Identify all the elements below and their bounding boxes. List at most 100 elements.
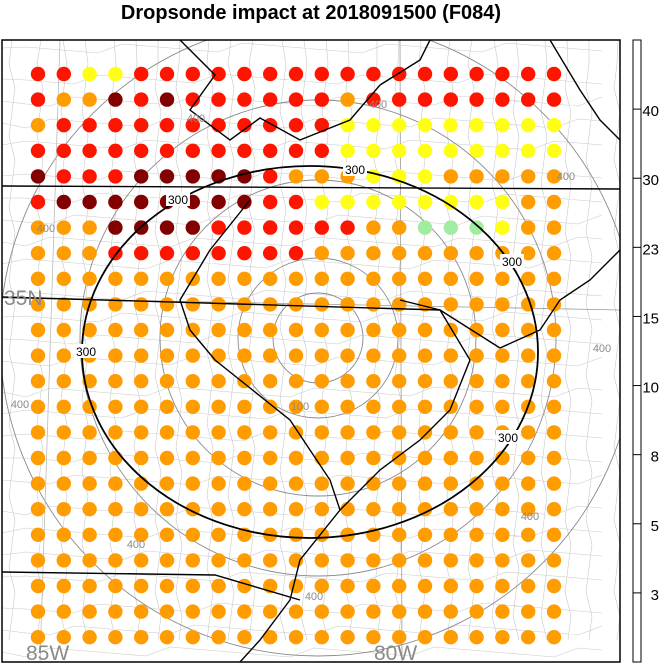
impact-dot — [495, 348, 510, 363]
impact-dot — [56, 220, 71, 235]
impact-dot — [495, 630, 510, 645]
impact-dot — [237, 322, 252, 338]
impact-dot — [495, 271, 510, 286]
impact-dot — [56, 425, 71, 440]
impact-dot — [108, 502, 123, 517]
impact-dot — [30, 476, 46, 491]
impact-dot — [237, 399, 252, 414]
impact-dot — [159, 604, 175, 619]
impact-dot — [392, 220, 407, 235]
impact-dot — [340, 425, 355, 440]
impact-dot — [417, 246, 433, 261]
impact-dot — [546, 220, 562, 235]
impact-dot — [546, 118, 562, 133]
impact-dot — [521, 476, 536, 491]
impact-dot — [134, 604, 149, 619]
impact-dot — [443, 194, 458, 210]
impact-dot — [56, 169, 71, 184]
impact-dot — [392, 118, 407, 133]
impact-dot — [521, 374, 536, 389]
impact-dot — [288, 425, 304, 440]
impact-dot — [237, 553, 252, 568]
impact-dot — [56, 246, 71, 261]
impact-dot — [340, 553, 355, 568]
impact-dot — [443, 220, 458, 235]
impact-dot — [30, 553, 46, 568]
impact-dot — [495, 604, 510, 619]
impact-dot — [314, 220, 329, 235]
impact-dot — [237, 246, 252, 261]
impact-dot — [417, 374, 433, 389]
impact-dot — [211, 194, 226, 210]
impact-dot — [108, 92, 123, 107]
impact-dot — [237, 92, 252, 107]
impact-dot — [288, 118, 304, 133]
impact-dot — [366, 143, 381, 158]
impact-dot — [495, 322, 510, 338]
impact-dot — [185, 348, 200, 363]
impact-dot — [392, 271, 407, 286]
impact-dot — [314, 66, 329, 82]
impact-dot — [392, 604, 407, 619]
impact-dot — [314, 348, 329, 363]
impact-dot — [159, 374, 175, 389]
impact-dot — [185, 553, 200, 568]
impact-dot — [443, 246, 458, 261]
impact-dot — [521, 502, 536, 517]
impact-dot — [56, 194, 71, 210]
impact-dot — [108, 476, 123, 491]
impact-dot — [211, 220, 226, 235]
contour-label-400: 400 — [369, 99, 387, 111]
contour-label-400: 400 — [11, 399, 29, 411]
impact-dot — [417, 425, 433, 440]
impact-dot — [417, 348, 433, 363]
impact-dot — [392, 194, 407, 210]
impact-dot — [314, 399, 329, 414]
impact-dot — [521, 169, 536, 184]
impact-dot — [30, 348, 46, 363]
impact-dot — [495, 66, 510, 82]
impact-dot — [82, 630, 97, 645]
impact-dot — [185, 578, 200, 594]
impact-dot — [366, 578, 381, 594]
impact-dot — [288, 502, 304, 517]
impact-dot — [30, 220, 46, 235]
impact-dot — [366, 322, 381, 338]
impact-dot — [56, 450, 71, 466]
impact-dot — [108, 604, 123, 619]
impact-dot — [469, 348, 484, 363]
impact-dot — [237, 66, 252, 82]
impact-dot — [159, 630, 175, 645]
impact-dot — [521, 246, 536, 261]
impact-dot — [417, 271, 433, 286]
impact-dot — [134, 578, 149, 594]
impact-dot — [237, 502, 252, 517]
impact-dot — [340, 220, 355, 235]
impact-dot — [443, 527, 458, 542]
impact-dot — [30, 66, 46, 82]
impact-dot — [211, 578, 226, 594]
impact-dot — [495, 502, 510, 517]
impact-dot — [366, 374, 381, 389]
impact-dot — [443, 553, 458, 568]
impact-dot — [211, 630, 226, 645]
impact-dot — [314, 143, 329, 158]
impact-dot — [185, 169, 200, 184]
impact-dot — [30, 246, 46, 261]
impact-dot — [288, 399, 304, 414]
impact-dot — [340, 476, 355, 491]
impact-dot — [134, 502, 149, 517]
impact-dot — [211, 425, 226, 440]
impact-dot — [314, 297, 329, 312]
impact-dot — [546, 476, 562, 491]
impact-dot — [56, 527, 71, 542]
impact-dot — [56, 502, 71, 517]
impact-dot — [211, 322, 226, 338]
impact-dot — [211, 527, 226, 542]
impact-dot — [340, 630, 355, 645]
impact-dot — [546, 322, 562, 338]
impact-dot — [237, 476, 252, 491]
impact-dot — [443, 502, 458, 517]
impact-dot — [417, 502, 433, 517]
impact-dot — [392, 630, 407, 645]
